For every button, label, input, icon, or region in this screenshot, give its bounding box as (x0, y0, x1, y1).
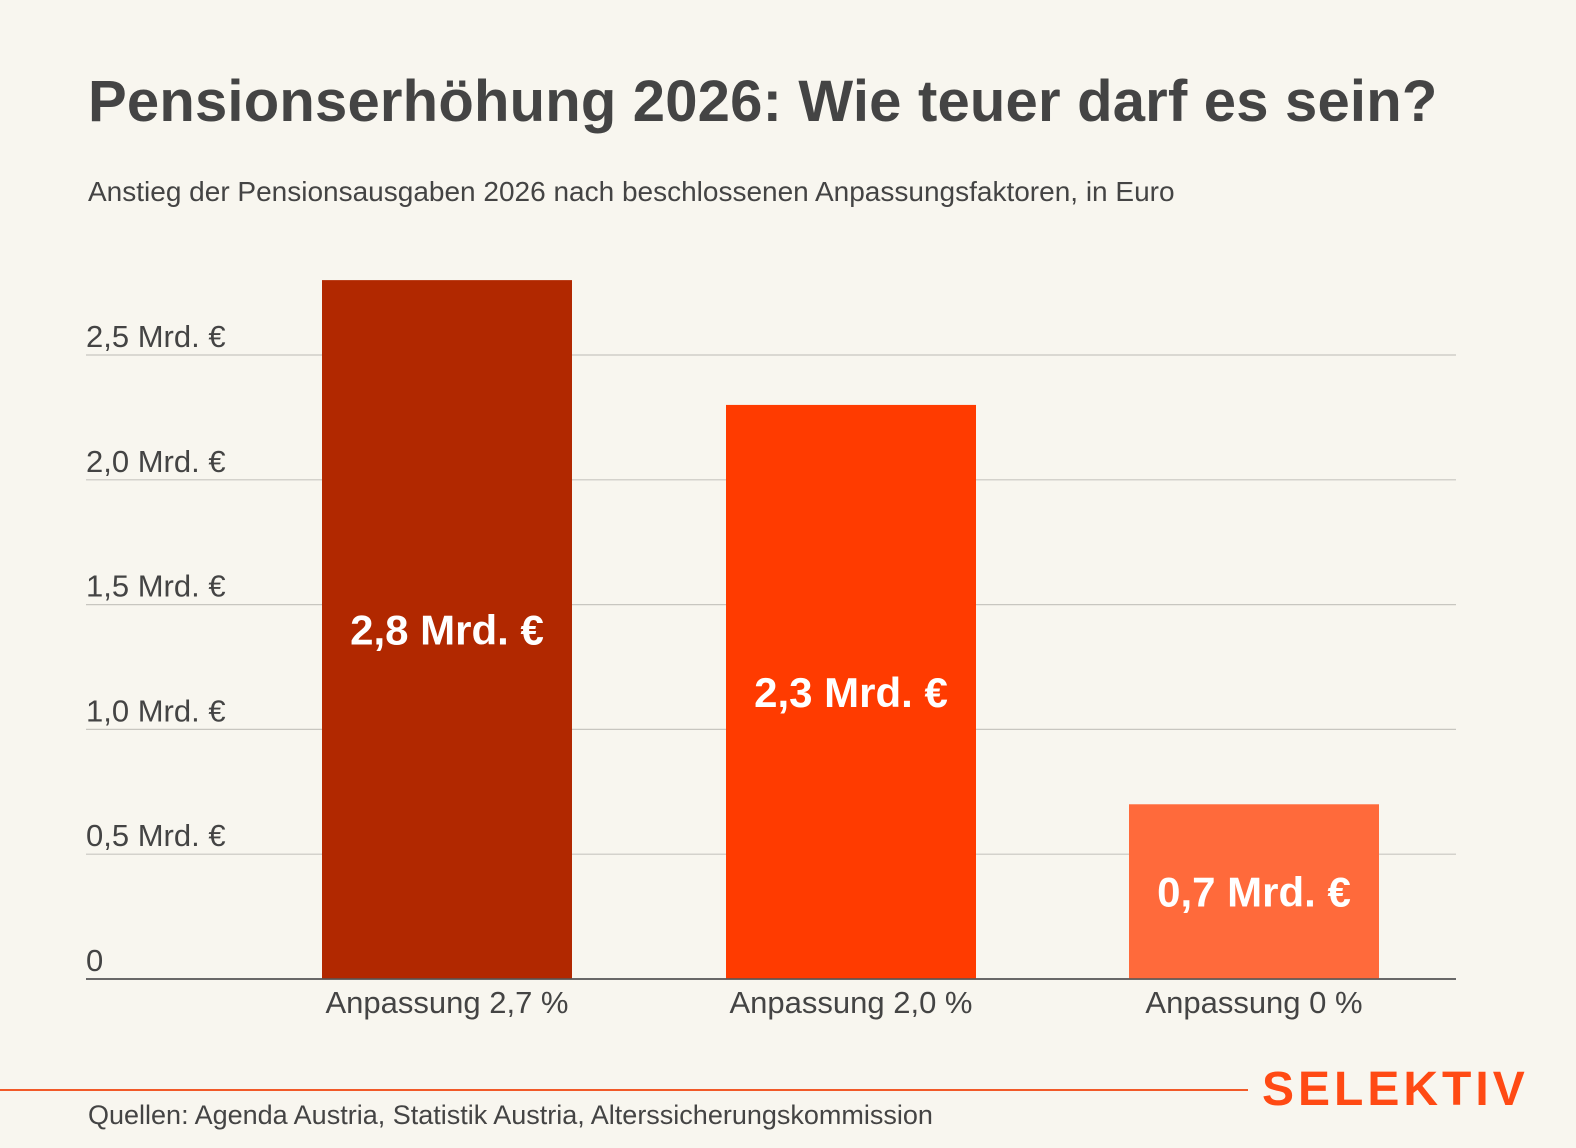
brand-logo: SELEKTIV (1262, 1063, 1529, 1116)
chart-subtitle: Anstieg der Pensionsausgaben 2026 nach b… (88, 176, 1175, 207)
data-label: 2,3 Mrd. € (754, 669, 948, 716)
x-category-label: Anpassung 0 % (1145, 985, 1362, 1020)
data-label: 0,7 Mrd. € (1157, 869, 1351, 916)
y-tick-label: 2,0 Mrd. € (86, 444, 226, 479)
x-category-label: Anpassung 2,0 % (729, 985, 972, 1020)
x-category-label: Anpassung 2,7 % (325, 985, 568, 1020)
bar (1129, 804, 1379, 979)
y-tick-label: 0 (86, 943, 103, 978)
bar-chart: 0 0,5 Mrd. € 1,0 Mrd. € 1,5 Mrd. € 2,0 Mrd. … (86, 280, 1456, 1020)
y-tick-label: 1,0 Mrd. € (86, 693, 226, 728)
y-tick-label: 2,5 Mrd. € (86, 319, 226, 354)
footer-divider (0, 1089, 1248, 1091)
bar (726, 404, 976, 979)
source-note: Quellen: Agenda Austria, Statistik Austr… (88, 1100, 933, 1130)
y-tick-label: 1,5 Mrd. € (86, 569, 226, 604)
bar (322, 280, 572, 979)
data-label: 2,8 Mrd. € (350, 607, 544, 654)
y-tick-label: 0,5 Mrd. € (86, 818, 226, 853)
chart-title: Pensionserhöhung 2026: Wie teuer darf es… (88, 69, 1438, 134)
